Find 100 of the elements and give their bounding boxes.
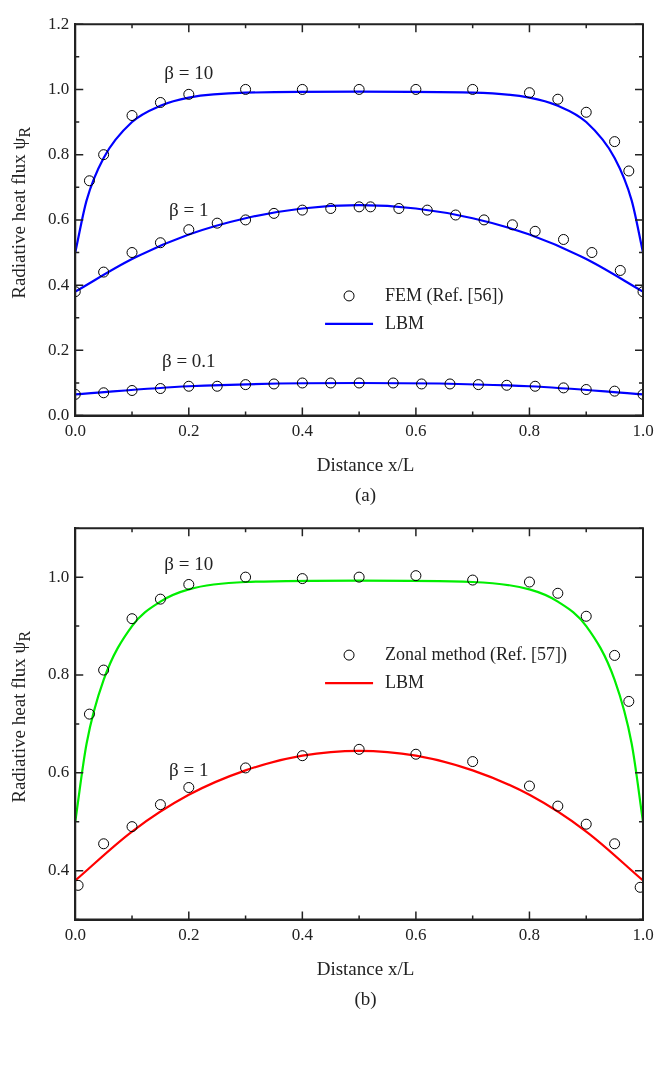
point — [467, 756, 479, 768]
x-tick-label: 0.2 — [178, 421, 200, 441]
x-tick-label: 0.0 — [64, 925, 86, 945]
text: (a) — [353, 484, 378, 506]
point — [623, 695, 635, 707]
annotation: β = 10 — [164, 553, 214, 576]
y-tick-label: 0.4 — [48, 860, 70, 880]
point — [353, 83, 365, 95]
x-tick-label: 0.8 — [518, 925, 541, 945]
point — [467, 83, 479, 95]
point — [580, 818, 592, 830]
point — [183, 88, 195, 100]
x-axis-title: Distance x/L — [315, 958, 416, 980]
x-tick-label: 0.8 — [518, 421, 541, 441]
point — [501, 379, 513, 391]
point — [523, 576, 535, 588]
point — [614, 264, 626, 276]
point — [325, 202, 337, 214]
point — [240, 214, 252, 226]
annotation: β = 1 — [169, 758, 209, 781]
annotation: β = 1 — [169, 198, 209, 221]
point — [580, 610, 592, 622]
y-tick-label: 1.0 — [48, 566, 70, 586]
point — [623, 165, 635, 177]
point — [296, 573, 308, 585]
point — [353, 377, 365, 389]
point — [126, 110, 138, 122]
point — [472, 379, 484, 391]
point — [296, 377, 308, 389]
point — [240, 83, 252, 95]
annotation: β = 0.1 — [161, 350, 216, 373]
point — [353, 743, 365, 755]
point — [183, 380, 195, 392]
point — [98, 266, 110, 278]
point — [240, 571, 252, 583]
point — [529, 380, 541, 392]
x-tick-label: 0.4 — [291, 421, 314, 441]
point — [98, 664, 110, 676]
point — [268, 207, 280, 219]
x-tick-label: 0.6 — [405, 925, 427, 945]
point — [98, 387, 110, 399]
y-tick-label: 0.6 — [48, 762, 70, 782]
point — [467, 574, 479, 586]
y-tick-label: 1.2 — [48, 13, 70, 33]
point — [552, 587, 564, 599]
point — [506, 219, 518, 231]
point — [529, 225, 541, 237]
x-tick-label: 1.0 — [632, 421, 654, 441]
y-tick-label: 0.8 — [48, 664, 70, 684]
point — [580, 384, 592, 396]
point — [126, 821, 138, 833]
point — [609, 136, 621, 148]
point — [558, 382, 570, 394]
point — [478, 214, 490, 226]
point — [98, 838, 110, 850]
point — [586, 247, 598, 259]
point — [416, 378, 428, 390]
point — [552, 800, 564, 812]
point — [211, 380, 223, 392]
point — [296, 750, 308, 762]
point — [83, 708, 95, 720]
point — [126, 384, 138, 396]
y-tick-label: 1.0 — [48, 78, 70, 98]
point — [240, 379, 252, 391]
point — [364, 201, 376, 213]
x-tick-label: 1.0 — [632, 925, 654, 945]
point — [444, 378, 456, 390]
point — [353, 571, 365, 583]
point — [154, 593, 166, 605]
y-tick-label: 0.6 — [48, 209, 70, 229]
point — [410, 748, 422, 760]
legend-label: LBM — [385, 312, 425, 333]
point — [154, 383, 166, 395]
x-tick-label: 0.4 — [291, 925, 314, 945]
point — [240, 762, 252, 774]
point — [609, 385, 621, 397]
point — [552, 93, 564, 105]
point — [410, 570, 422, 582]
point — [410, 83, 422, 95]
point — [325, 377, 337, 389]
point — [211, 217, 223, 229]
point — [268, 378, 280, 390]
y-tick-label: 0.4 — [48, 274, 70, 294]
point — [154, 799, 166, 811]
annotation: β = 10 — [164, 61, 214, 84]
legend-label: LBM — [385, 671, 425, 692]
point — [98, 149, 110, 161]
point — [523, 780, 535, 792]
point — [387, 377, 399, 389]
y-tick-label: 0.8 — [48, 144, 70, 164]
point — [609, 838, 621, 850]
point — [126, 247, 138, 259]
text: (b) — [353, 988, 378, 1010]
point — [580, 106, 592, 118]
point — [83, 175, 95, 187]
point — [558, 233, 570, 245]
x-axis-title: Distance x/L — [315, 454, 416, 476]
point — [183, 224, 195, 236]
legend-label: Zonal method (Ref. [57]) — [385, 643, 568, 665]
x-tick-label: 0.2 — [178, 925, 200, 945]
